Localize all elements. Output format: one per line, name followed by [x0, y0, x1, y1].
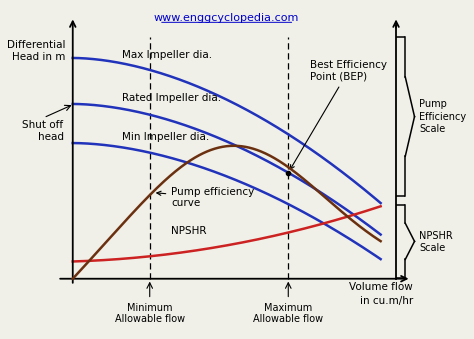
Text: www.enggcyclopedia.com: www.enggcyclopedia.com [154, 13, 300, 23]
Text: Volume flow: Volume flow [349, 282, 413, 292]
Text: Pump
Efficiency
Scale: Pump Efficiency Scale [419, 99, 466, 134]
Text: Minimum
Allowable flow: Minimum Allowable flow [115, 303, 185, 324]
Text: NPSHR: NPSHR [171, 226, 207, 236]
Text: Shut off
head: Shut off head [22, 120, 64, 142]
Text: Differential: Differential [7, 40, 65, 49]
Text: NPSHR
Scale: NPSHR Scale [419, 231, 453, 253]
Text: Best Efficiency
Point (BEP): Best Efficiency Point (BEP) [290, 60, 387, 169]
Text: Pump efficiency
curve: Pump efficiency curve [157, 187, 255, 208]
Text: Maximum
Allowable flow: Maximum Allowable flow [253, 303, 323, 324]
Text: Max Impeller dia.: Max Impeller dia. [122, 50, 212, 60]
Text: Min Impeller dia.: Min Impeller dia. [122, 132, 209, 142]
Text: in cu.m/hr: in cu.m/hr [360, 296, 413, 306]
Text: Rated Impeller dia.: Rated Impeller dia. [122, 93, 221, 103]
Text: Head in m: Head in m [12, 52, 65, 62]
